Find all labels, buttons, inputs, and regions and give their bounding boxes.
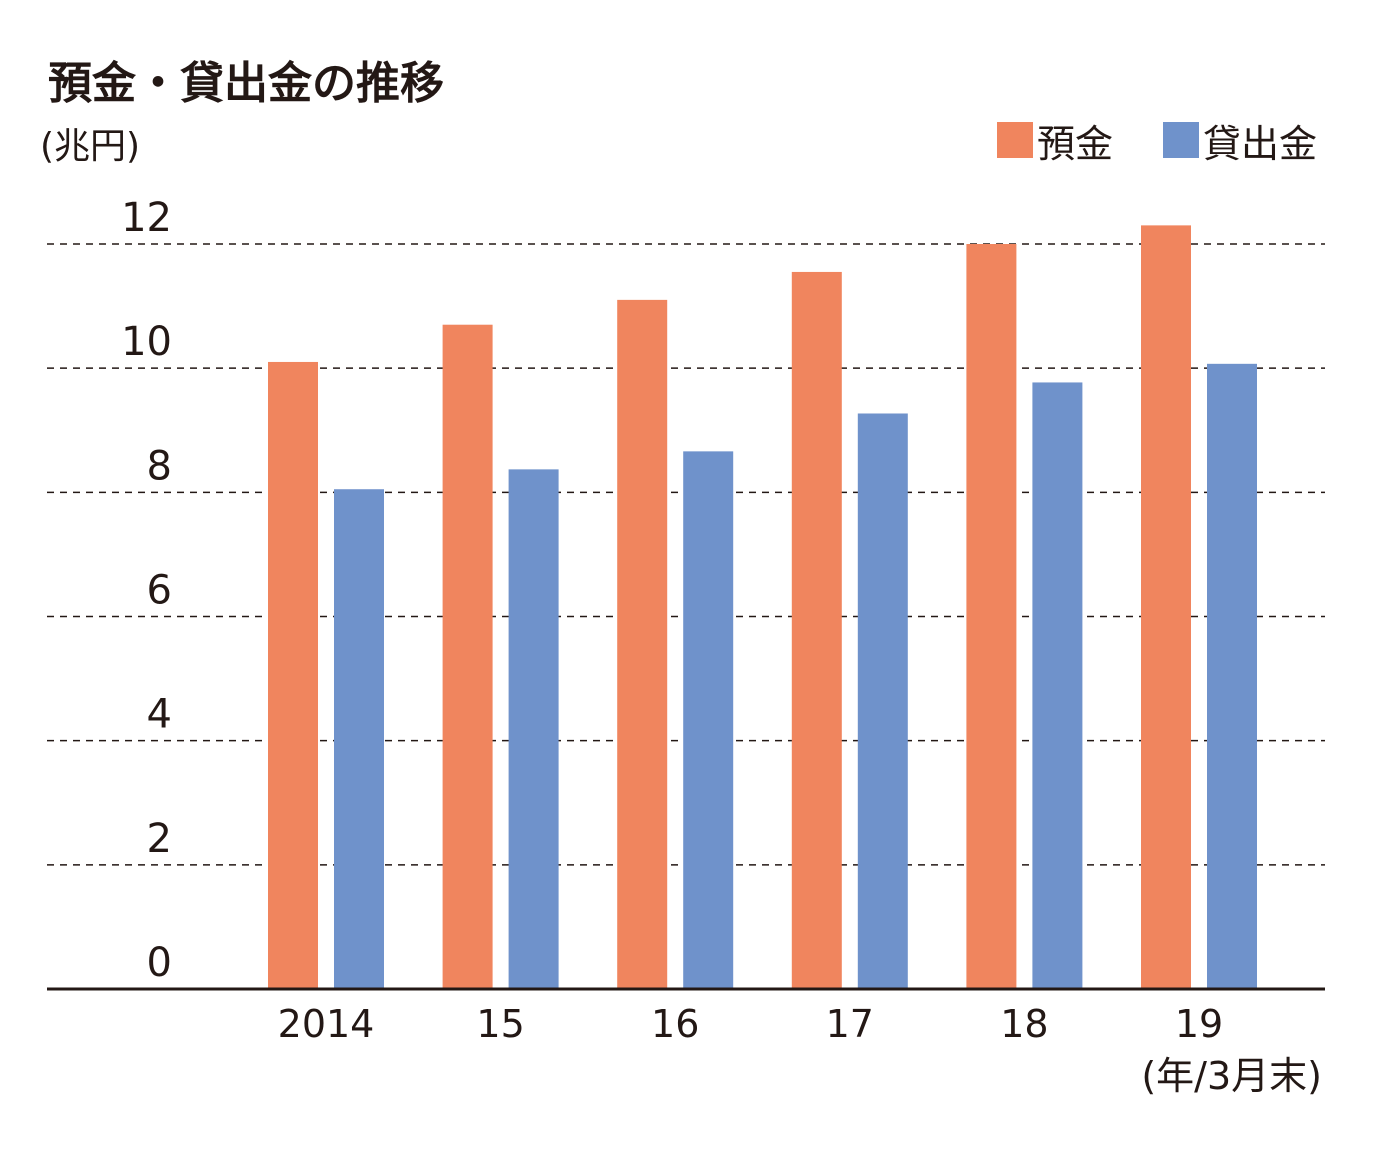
bar-deposits-19 xyxy=(1141,225,1191,989)
y-axis-ticks: 0 2 4 6 8 10 12 xyxy=(121,195,172,986)
chart-title: 預金・貸出金の推移 xyxy=(48,58,444,109)
bar-loans-16 xyxy=(683,451,734,989)
bar-deposits-18 xyxy=(966,244,1017,989)
y-tick-label: 0 xyxy=(147,940,172,986)
x-tick-label: 16 xyxy=(651,1002,699,1046)
y-tick-label: 6 xyxy=(147,568,172,614)
bar-loans-2014 xyxy=(334,489,384,989)
bar-deposits-2014 xyxy=(268,361,318,989)
x-tick-label: 2014 xyxy=(278,1002,375,1046)
x-tick-label: 15 xyxy=(476,1002,524,1046)
bar-deposits-15 xyxy=(442,324,493,989)
bar-deposits-17 xyxy=(791,271,842,989)
bar-loans-18 xyxy=(1032,382,1083,990)
legend-swatch-deposits xyxy=(997,122,1033,158)
y-tick-label: 2 xyxy=(147,816,172,862)
y-axis-unit-label: (兆円) xyxy=(40,126,140,167)
legend-swatch-loans xyxy=(1163,122,1199,158)
y-tick-label: 4 xyxy=(147,692,172,738)
x-tick-label: 18 xyxy=(1000,1002,1048,1046)
y-tick-label: 12 xyxy=(121,195,172,241)
legend-label-deposits: 預金 xyxy=(1037,122,1113,166)
x-tick-label: 17 xyxy=(826,1002,874,1046)
legend-label-loans: 貸出金 xyxy=(1203,122,1317,166)
x-tick-label: 19 xyxy=(1175,1002,1223,1046)
legend: 預金 貸出金 xyxy=(997,122,1317,166)
y-tick-label: 10 xyxy=(121,319,172,365)
x-axis-unit-label: (年/3月末) xyxy=(1141,1054,1322,1098)
bar-loans-15 xyxy=(508,469,559,989)
x-axis-ticks: 2014 15 16 17 18 19 xyxy=(278,1002,1224,1046)
y-tick-label: 8 xyxy=(147,443,172,489)
bar-deposits-16 xyxy=(617,299,668,989)
bar-loans-19 xyxy=(1207,363,1257,990)
bars xyxy=(268,225,1257,990)
bar-loans-17 xyxy=(857,413,908,989)
